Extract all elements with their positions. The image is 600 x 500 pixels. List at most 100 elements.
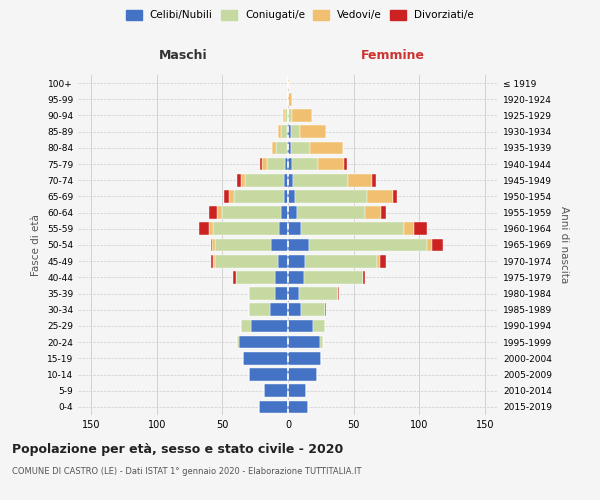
Bar	[279, 222, 288, 235]
Bar	[272, 142, 276, 154]
Bar	[215, 238, 271, 252]
Bar	[229, 190, 234, 202]
Bar	[288, 158, 292, 170]
Bar	[380, 255, 386, 268]
Bar	[288, 271, 304, 283]
Bar	[215, 255, 277, 268]
Bar	[239, 336, 288, 348]
Bar	[297, 206, 365, 219]
Bar	[288, 288, 299, 300]
Bar	[367, 190, 393, 202]
Bar	[320, 336, 323, 348]
Bar	[248, 368, 288, 381]
Bar	[235, 271, 275, 283]
Bar	[404, 222, 414, 235]
Bar	[288, 352, 321, 364]
Bar	[277, 255, 288, 268]
Bar	[349, 174, 372, 186]
Bar	[233, 271, 235, 283]
Bar	[318, 158, 344, 170]
Bar	[267, 158, 286, 170]
Bar	[310, 142, 343, 154]
Bar	[245, 174, 284, 186]
Bar	[377, 255, 380, 268]
Bar	[213, 222, 279, 235]
Text: COMUNE DI CASTRO (LE) - Dati ISTAT 1° gennaio 2020 - Elaborazione TUTTITALIA.IT: COMUNE DI CASTRO (LE) - Dati ISTAT 1° ge…	[12, 468, 361, 476]
Bar	[363, 271, 365, 283]
Bar	[209, 206, 217, 219]
Bar	[288, 93, 292, 106]
Y-axis label: Anni di nascita: Anni di nascita	[559, 206, 569, 284]
Bar	[287, 126, 288, 138]
Bar	[237, 174, 241, 186]
Bar	[288, 174, 293, 186]
Bar	[248, 304, 269, 316]
Bar	[372, 174, 376, 186]
Legend: Celibi/Nubili, Coniugati/e, Vedovi/e, Divorziati/e: Celibi/Nubili, Coniugati/e, Vedovi/e, Di…	[126, 10, 474, 20]
Bar	[313, 320, 325, 332]
Bar	[271, 238, 288, 252]
Text: Popolazione per età, sesso e stato civile - 2020: Popolazione per età, sesso e stato civil…	[12, 442, 343, 456]
Bar	[211, 238, 212, 252]
Bar	[295, 190, 367, 202]
Bar	[288, 142, 290, 154]
Bar	[288, 384, 307, 397]
Bar	[287, 142, 288, 154]
Bar	[288, 320, 313, 332]
Bar	[283, 109, 286, 122]
Bar	[365, 206, 381, 219]
Bar	[248, 288, 275, 300]
Bar	[288, 255, 305, 268]
Bar	[381, 206, 386, 219]
Bar	[288, 304, 301, 316]
Bar	[251, 320, 288, 332]
Bar	[281, 206, 288, 219]
Bar	[288, 238, 309, 252]
Bar	[209, 222, 213, 235]
Bar	[290, 142, 310, 154]
Bar	[265, 384, 288, 397]
Bar	[414, 222, 427, 235]
Bar	[286, 109, 288, 122]
Bar	[237, 336, 239, 348]
Bar	[300, 126, 326, 138]
Bar	[292, 109, 311, 122]
Bar	[275, 271, 288, 283]
Bar	[301, 304, 325, 316]
Bar	[241, 320, 251, 332]
Bar	[262, 158, 267, 170]
Bar	[269, 304, 288, 316]
Bar	[260, 158, 262, 170]
Bar	[288, 77, 289, 90]
Bar	[212, 238, 215, 252]
Bar	[234, 190, 284, 202]
Bar	[325, 304, 326, 316]
Bar	[213, 255, 215, 268]
Bar	[427, 238, 433, 252]
Bar	[288, 126, 290, 138]
Bar	[305, 255, 377, 268]
Bar	[338, 288, 339, 300]
Bar	[284, 174, 288, 186]
Bar	[277, 126, 281, 138]
Bar	[275, 288, 288, 300]
Bar	[244, 352, 288, 364]
Bar	[433, 238, 443, 252]
Bar	[293, 174, 349, 186]
Bar	[284, 190, 288, 202]
Bar	[344, 158, 347, 170]
Bar	[217, 206, 223, 219]
Bar	[211, 255, 213, 268]
Text: Maschi: Maschi	[158, 50, 208, 62]
Bar	[288, 336, 320, 348]
Bar	[223, 206, 281, 219]
Bar	[276, 142, 287, 154]
Bar	[199, 222, 209, 235]
Bar	[288, 109, 292, 122]
Bar	[393, 190, 397, 202]
Y-axis label: Fasce di età: Fasce di età	[31, 214, 41, 276]
Bar	[301, 222, 404, 235]
Bar	[304, 271, 363, 283]
Bar	[288, 222, 301, 235]
Bar	[281, 126, 287, 138]
